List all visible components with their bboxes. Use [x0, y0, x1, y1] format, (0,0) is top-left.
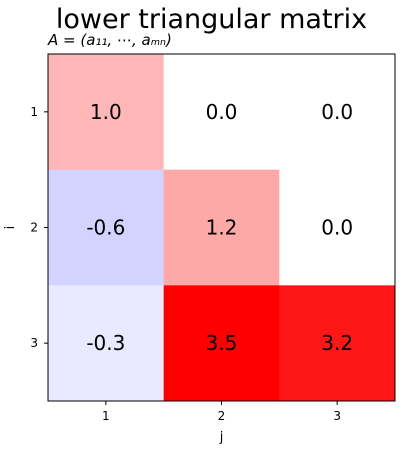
heatmap-cell	[48, 54, 165, 171]
heatmap-cell-label: 1.2	[206, 216, 238, 240]
heatmap-cells	[48, 54, 396, 402]
heatmap-cell-label: -0.6	[86, 216, 125, 240]
heatmap-cell-labels: 1.0 0.0 0.0 -0.6 1.2 0.0 -0.3 3.5 3.2	[86, 100, 353, 355]
y-tick-label: 1	[30, 105, 38, 119]
chart-subtitle: A = (a₁₁, ⋯, aₘₙ)	[48, 31, 172, 49]
heatmap-cell	[48, 285, 165, 402]
heatmap-cell-label: 0.0	[206, 100, 238, 124]
heatmap-cell-label: -0.3	[86, 331, 125, 355]
x-axis-ticks: 1 2 3	[102, 401, 341, 423]
x-tick-label: 1	[102, 409, 110, 423]
y-axis-ticks: 1 2 3	[30, 105, 48, 350]
heatmap-cell-label: 3.5	[206, 331, 238, 355]
heatmap-cell	[48, 169, 165, 286]
heatmap-cell-label: 1.0	[90, 100, 122, 124]
x-tick-label: 2	[218, 409, 226, 423]
heatmap-cell-label: 3.2	[321, 331, 353, 355]
y-tick-label: 3	[30, 336, 38, 350]
heatmap-cell	[163, 54, 280, 171]
x-axis-label: j	[219, 430, 224, 445]
heatmap-cell	[279, 169, 396, 286]
heatmap-cell	[163, 285, 280, 402]
heatmap-cell-label: 0.0	[321, 100, 353, 124]
heatmap-cell	[163, 169, 280, 286]
x-tick-label: 3	[333, 409, 341, 423]
heatmap-cell-label: 0.0	[321, 216, 353, 240]
chart-title: lower triangular matrix	[55, 4, 368, 35]
heatmap-cell	[279, 54, 396, 171]
y-axis-label: i	[3, 226, 18, 230]
y-tick-label: 2	[30, 221, 38, 235]
heatmap-cell	[279, 285, 396, 402]
